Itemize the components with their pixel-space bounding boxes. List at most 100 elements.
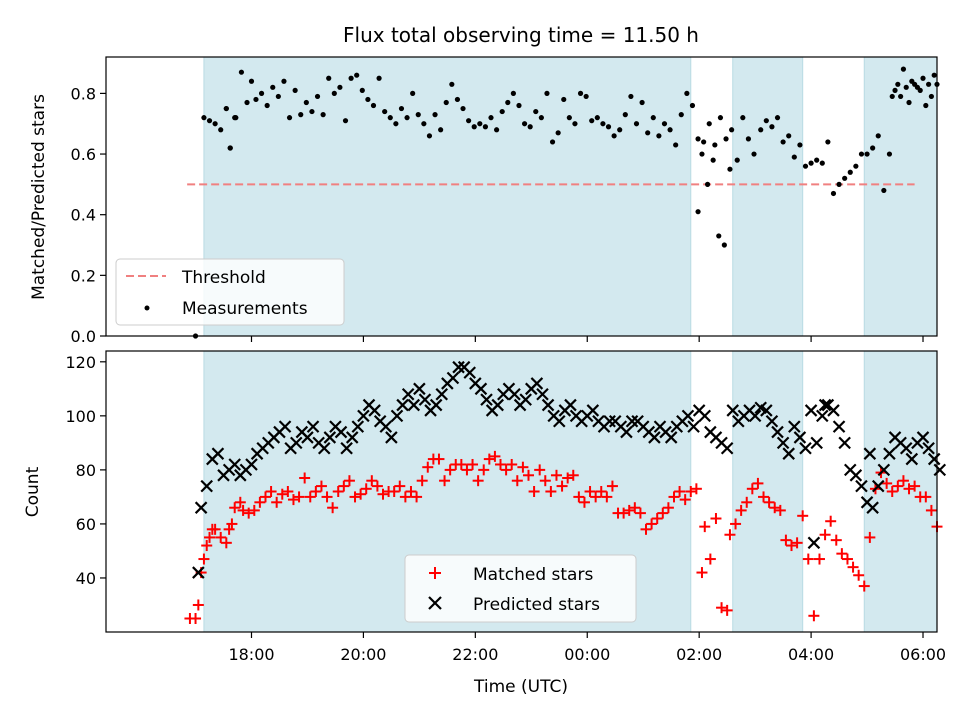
matched-star-point [388,486,400,497]
predicted-star-point [407,398,421,412]
matched-star-point [797,510,809,522]
threshold-legend-label: Threshold [181,268,266,288]
matched-star-point [858,580,870,592]
matched-star-point [881,477,893,489]
top-legend-box [115,258,345,326]
measurement-point [858,151,865,157]
matched-star-point [394,480,406,492]
measurement-point [572,121,578,127]
measurement-point [769,124,775,130]
bottom-x-tick-label: 06:00 [900,645,946,664]
matched-star-point [763,496,775,508]
measurement-point [889,93,895,100]
bottom-shaded-interval [732,350,804,633]
measurement-point [912,81,918,87]
measurement-point [661,121,668,127]
measurement-point [699,151,705,157]
measurement-point [600,121,606,127]
measurement-point [393,121,399,127]
measurement-point [706,121,712,127]
matched-star-point [710,513,722,525]
measurement-point [650,115,656,121]
predicted-star-point [855,479,868,493]
matched-star-point [651,513,663,525]
predicted-star-point [340,441,353,455]
measurement-point [594,115,600,121]
matched-star-point [721,604,733,616]
predicted-star-point [357,409,370,423]
predicted-star-point [368,404,381,417]
measurement-point [727,166,733,172]
measurement-point [716,233,722,239]
measurement-point [499,108,505,115]
measurement-point [734,157,740,163]
matched-star-point [500,464,512,476]
measurement-point [309,108,315,115]
measurement-point [549,139,556,145]
matched-star-point [198,553,210,565]
measurement-point [533,108,539,115]
bottom-panel: 40 60 80 100 120 18:00 20:00 22:00 00:00 02:00 04… [23,350,947,697]
measurement-point [232,115,238,121]
x-axis-label: Time (UTC) [473,677,568,697]
matched-star-point [366,475,378,487]
top-measurement-points [192,66,940,339]
top-y-tick-label: 0.2 [71,266,96,285]
matched-star-point [662,502,674,514]
measurement-point [583,93,589,100]
measurement-point [589,118,595,124]
measurement-point [342,118,349,124]
predicted-star-point [192,566,205,579]
matched-star-point [371,480,383,492]
predicted-star-point [323,431,337,444]
matched-star-point [310,486,322,497]
predicted-star-point [810,436,823,450]
predicted-star-point [228,458,241,471]
matched-star-point [190,612,202,624]
matched-star-point [215,531,227,543]
predicted-star-point [793,431,807,444]
matched-star-point [741,496,753,508]
predicted-star-point [396,398,409,412]
predicted-star-point [435,387,449,401]
matched-star-point [489,450,501,462]
matched-star-point [556,480,568,492]
matched-star-point [886,486,898,497]
matched-star-point [746,483,758,495]
top-y-ticks: 0.0 0.2 0.4 0.6 0.8 [71,84,106,346]
measurement-point [331,90,337,96]
matched-star-point [925,504,937,516]
matched-star-point [461,464,473,476]
predicted-star-point [452,360,465,374]
matched-star-point [668,491,680,503]
measurement-point [270,84,276,90]
measurement-point [689,102,696,109]
matched-star-point [780,534,792,546]
measurement-point [842,175,848,181]
predicted-star-point [413,382,426,396]
predicted-star-point [530,377,544,390]
bottom-x-tick-label: 04:00 [788,645,834,664]
predicted-star-point [603,414,616,428]
matched-star-point [573,491,585,503]
bottom-y-tick-label: 40 [76,569,96,588]
predicted-star-point [698,409,712,423]
measurement-point [900,66,907,72]
matched-star-point [405,486,417,497]
measurement-point [320,112,326,118]
measurement-point [740,115,746,121]
measurement-point [751,151,757,157]
measurement-point [544,90,550,96]
predicted-star-point [379,420,393,433]
matched-star-point [282,486,294,497]
predicted-star-point [586,404,600,417]
measurement-point [292,87,298,93]
predicted-star-point [564,398,577,412]
measurement-point [920,75,926,81]
measurement-point [758,127,764,133]
predicted-star-point [317,441,331,455]
predicted-star-point [200,479,214,493]
bottom-x-ticks: 18:00 20:00 22:00 00:00 02:00 04:00 06:00 [228,632,946,664]
matched-star-point [752,477,764,489]
